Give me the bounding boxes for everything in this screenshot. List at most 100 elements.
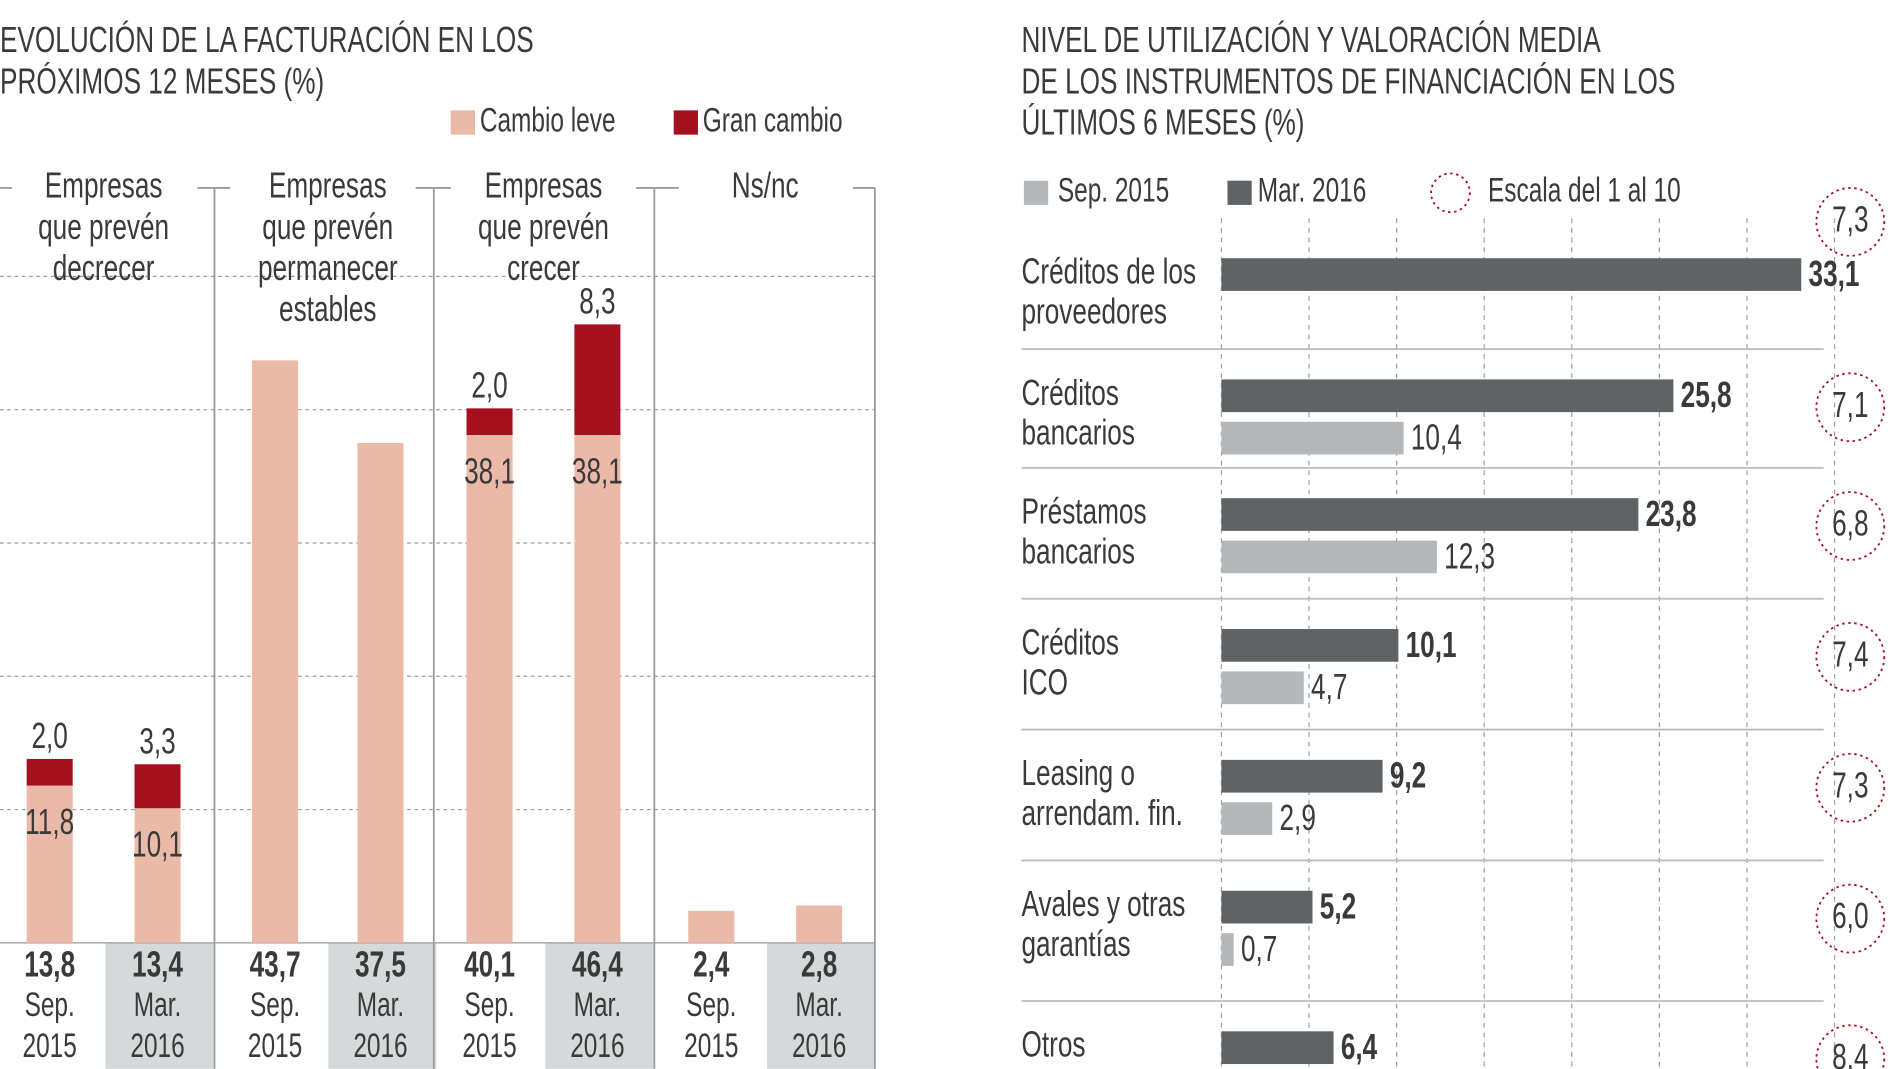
- x-tick-label: Sep.: [464, 986, 514, 1024]
- value-label: 10,1: [1406, 624, 1457, 665]
- bar-segment: [574, 324, 621, 436]
- x-tick-label: Mar.: [134, 986, 181, 1024]
- legend-swatch: [450, 110, 475, 135]
- chart-title: DE LOS INSTRUMENTOS DE FINANCIACIÓN EN L…: [1021, 60, 1675, 101]
- x-tick-label: 2016: [570, 1027, 624, 1065]
- legend-swatch: [1023, 180, 1049, 205]
- bar: [1221, 421, 1404, 455]
- x-tick-label: Mar.: [357, 986, 404, 1024]
- category-label: bancarios: [1021, 530, 1134, 571]
- x-tick-label: 2015: [462, 1027, 516, 1065]
- total-label: 13,4: [132, 944, 183, 985]
- total-label: 13,8: [24, 944, 75, 985]
- group-label: permanecer: [258, 247, 398, 288]
- value-label: 2,9: [1280, 797, 1316, 838]
- group-label: que prevén: [262, 206, 393, 247]
- value-label: 5,2: [1320, 886, 1356, 927]
- rating-circle: [1815, 372, 1886, 443]
- value-label: 10,4: [1411, 417, 1462, 458]
- legend-swatch: [1227, 180, 1252, 205]
- value-label: 38,1: [464, 450, 515, 491]
- total-label: 2,8: [801, 944, 837, 985]
- x-tick-label: 2015: [684, 1027, 738, 1065]
- x-tick-label: Sep.: [250, 986, 300, 1024]
- bar: [1221, 933, 1234, 966]
- value-label: 38,1: [572, 450, 623, 491]
- value-label: 25,8: [1681, 374, 1732, 415]
- period-shade: [105, 942, 214, 1069]
- value-label: 4,7: [1311, 666, 1347, 707]
- period-shade: [328, 942, 437, 1069]
- bar: [1221, 671, 1304, 705]
- chart-title: PRÓXIMOS 12 MESES (%): [0, 60, 324, 101]
- bar-segment: [134, 808, 181, 943]
- total-label: 46,4: [572, 944, 623, 985]
- rating-label: 7,4: [1832, 633, 1868, 674]
- rating-label: 6,0: [1832, 895, 1868, 936]
- bar-segment: [574, 435, 621, 943]
- x-tick-label: 2015: [248, 1027, 302, 1065]
- bar: [1221, 759, 1383, 793]
- total-label: 2,4: [693, 944, 730, 985]
- bar-segment: [688, 910, 735, 943]
- x-tick-label: Mar.: [795, 986, 842, 1024]
- group-label: que prevén: [38, 206, 169, 247]
- bar-segment: [26, 785, 73, 943]
- rating-circle: [1815, 1024, 1886, 1069]
- category-label: Créditos: [1021, 372, 1118, 413]
- category-label: proveedores: [1021, 291, 1166, 332]
- bar: [1221, 258, 1802, 291]
- value-label: 23,8: [1646, 493, 1697, 534]
- bar: [1221, 540, 1437, 574]
- value-label: 0,7: [1241, 928, 1277, 969]
- value-label: 10,1: [132, 824, 183, 865]
- rating-circle: [1815, 752, 1886, 823]
- bar-segment: [796, 905, 843, 943]
- value-label: 6,4: [1341, 1026, 1378, 1067]
- category-label: Créditos de los: [1021, 251, 1196, 292]
- value-label: 9,2: [1390, 755, 1426, 796]
- bar: [1221, 379, 1674, 413]
- bar: [1221, 802, 1273, 836]
- legend-circle: [1430, 172, 1471, 214]
- bar-segment: [252, 360, 299, 943]
- category-label: arrendam. fin.: [1021, 792, 1182, 833]
- category-label: Otros: [1021, 1024, 1085, 1065]
- group-label: crecer: [507, 247, 580, 288]
- total-label: 43,7: [250, 944, 301, 985]
- legend-swatch: [673, 110, 698, 135]
- category-label: bancarios: [1021, 412, 1134, 453]
- x-tick-label: 2015: [23, 1027, 77, 1065]
- x-tick-label: Sep.: [686, 986, 736, 1024]
- value-label: 2,0: [31, 715, 67, 756]
- group-label: estables: [279, 288, 376, 329]
- category-label: Leasing o: [1021, 752, 1134, 793]
- x-tick-label: Mar.: [574, 986, 621, 1024]
- legend-label: Gran cambio: [703, 101, 843, 139]
- group-label: decrecer: [53, 247, 155, 288]
- bar: [1221, 629, 1399, 662]
- x-tick-label: 2016: [130, 1027, 184, 1065]
- legend-label: Cambio leve: [480, 101, 616, 139]
- group-label: Empresas: [45, 165, 163, 206]
- category-label: Préstamos: [1021, 491, 1146, 532]
- bar: [1221, 1031, 1334, 1065]
- total-label: 40,1: [464, 944, 515, 985]
- category-label: Avales y otras: [1021, 883, 1185, 924]
- value-label: 2,0: [471, 364, 507, 405]
- bar: [1221, 498, 1639, 531]
- chart-title: NIVEL DE UTILIZACIÓN Y VALORACIÓN MEDIA: [1021, 19, 1601, 60]
- value-label: 8,3: [579, 280, 615, 321]
- bar-segment: [466, 435, 513, 943]
- rating-label: 7,1: [1832, 384, 1868, 425]
- bar: [1221, 890, 1313, 924]
- bar-segment: [26, 758, 73, 786]
- x-tick-label: 2016: [792, 1027, 846, 1065]
- category-label: garantías: [1021, 923, 1130, 964]
- category-label: Créditos: [1021, 621, 1118, 662]
- total-label: 37,5: [355, 944, 406, 985]
- value-label: 11,8: [25, 801, 74, 842]
- group-label: Empresas: [485, 165, 603, 206]
- value-label: 33,1: [1809, 253, 1860, 294]
